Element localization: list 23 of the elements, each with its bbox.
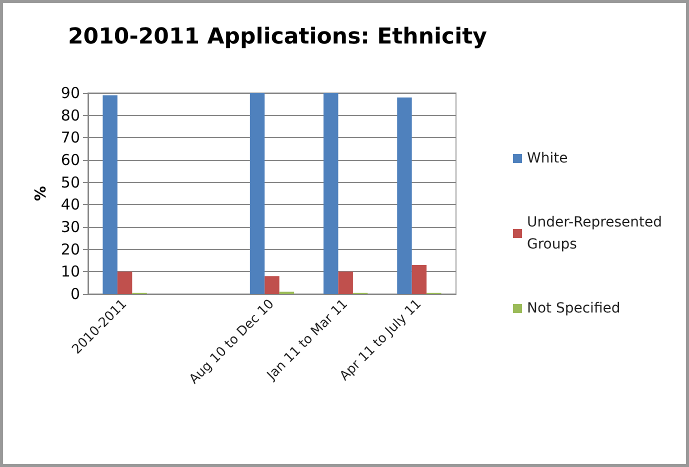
- y-tick-label: 0: [70, 285, 80, 303]
- legend-label: Under-Represented Groups: [527, 214, 666, 252]
- y-tick-label: 70: [60, 128, 80, 147]
- chart-title: 2010-2011 Applications: Ethnicity: [68, 24, 487, 50]
- y-tick-label: 50: [60, 173, 80, 192]
- bar: [102, 95, 118, 294]
- y-tick-label: 80: [60, 106, 80, 124]
- legend-label: White: [527, 150, 568, 166]
- y-tick-label: 30: [60, 218, 80, 236]
- y-tick-label: 60: [60, 151, 80, 169]
- bar: [117, 272, 132, 294]
- bar: [338, 272, 353, 294]
- y-tick-label: 40: [60, 196, 80, 214]
- bar: [264, 276, 280, 294]
- y-tick-label: 90: [60, 84, 80, 102]
- bar: [412, 264, 427, 294]
- legend-label: Not Specified: [527, 300, 620, 316]
- y-tick-label: 10: [60, 262, 80, 281]
- y-axis-title: %: [32, 186, 50, 202]
- bar: [324, 93, 338, 294]
- y-tick-label: 20: [60, 240, 80, 258]
- bar: [250, 93, 265, 294]
- bar: [397, 97, 412, 294]
